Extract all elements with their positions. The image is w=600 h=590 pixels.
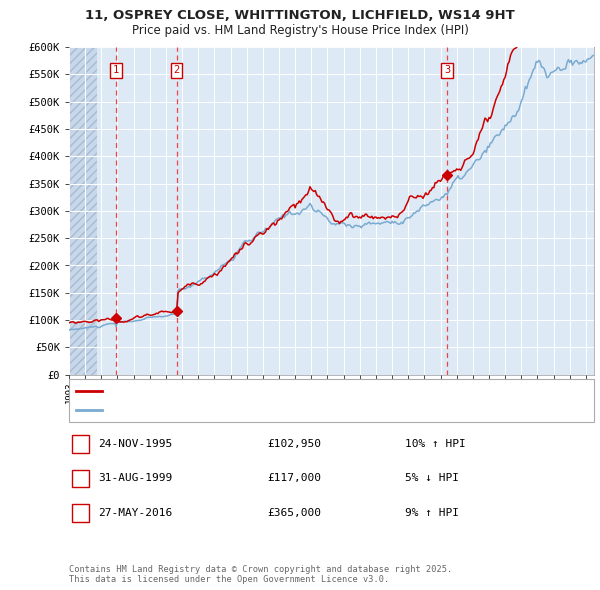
Text: 11, OSPREY CLOSE, WHITTINGTON, LICHFIELD, WS14 9HT (detached house): 11, OSPREY CLOSE, WHITTINGTON, LICHFIELD… [106, 386, 500, 396]
Text: Contains HM Land Registry data © Crown copyright and database right 2025.
This d: Contains HM Land Registry data © Crown c… [69, 565, 452, 584]
Text: 24-NOV-1995: 24-NOV-1995 [98, 440, 172, 449]
Text: 2: 2 [173, 65, 180, 75]
Text: £117,000: £117,000 [267, 474, 321, 483]
Text: 27-MAY-2016: 27-MAY-2016 [98, 508, 172, 517]
Bar [69, 47, 97, 375]
Text: 9% ↑ HPI: 9% ↑ HPI [405, 508, 459, 517]
Text: £102,950: £102,950 [267, 440, 321, 449]
Text: 1: 1 [77, 440, 84, 449]
Text: 1: 1 [113, 65, 119, 75]
Text: HPI: Average price, detached house, Lichfield: HPI: Average price, detached house, Lich… [106, 405, 371, 415]
Text: £365,000: £365,000 [267, 508, 321, 517]
Text: 3: 3 [77, 508, 84, 517]
Text: Price paid vs. HM Land Registry's House Price Index (HPI): Price paid vs. HM Land Registry's House … [131, 24, 469, 37]
Text: 3: 3 [444, 65, 450, 75]
Text: 10% ↑ HPI: 10% ↑ HPI [405, 440, 466, 449]
Text: 31-AUG-1999: 31-AUG-1999 [98, 474, 172, 483]
Text: 11, OSPREY CLOSE, WHITTINGTON, LICHFIELD, WS14 9HT: 11, OSPREY CLOSE, WHITTINGTON, LICHFIELD… [85, 9, 515, 22]
Text: 5% ↓ HPI: 5% ↓ HPI [405, 474, 459, 483]
Text: 2: 2 [77, 474, 84, 483]
